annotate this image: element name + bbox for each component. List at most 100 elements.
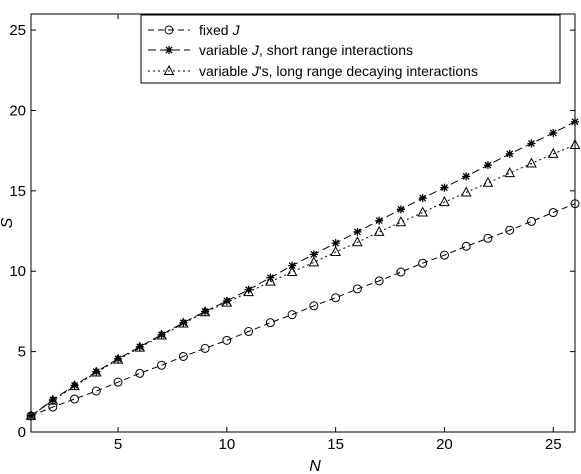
x-tick-label: 10 [218, 436, 235, 453]
data-point-circle [505, 225, 515, 235]
data-point-star [92, 367, 101, 376]
data-point-star [201, 307, 210, 316]
y-tick-label: 15 [9, 183, 26, 200]
data-point-star [396, 205, 405, 214]
data-point-triangle [243, 286, 254, 297]
legend-box [140, 14, 561, 84]
data-point-triangle [163, 64, 175, 75]
data-point-circle [331, 293, 341, 303]
legend-label: variable J, short range interactions [199, 42, 413, 58]
data-point-triangle [199, 306, 211, 317]
data-point-circle [70, 394, 80, 404]
data-point-triangle [286, 265, 298, 277]
legend-label: fixed J [199, 22, 240, 38]
data-point-circle [178, 351, 188, 361]
data-point-circle [265, 318, 275, 328]
y-tick-label: 0 [18, 424, 26, 441]
data-point-triangle [90, 366, 102, 377]
data-point-circle [113, 377, 123, 387]
data-point-triangle [417, 206, 429, 217]
y-tick-label: 25 [9, 22, 26, 39]
data-point-triangle [547, 147, 559, 158]
series-line [30, 121, 576, 417]
data-point-star [222, 296, 231, 305]
data-point-circle [548, 208, 558, 218]
data-point-triangle [221, 296, 233, 307]
data-point-star [244, 285, 253, 294]
data-point-circle [91, 386, 101, 396]
data-point-star [418, 194, 427, 203]
data-point-star [70, 381, 79, 390]
data-point-triangle [265, 275, 276, 286]
data-point-triangle [395, 216, 407, 227]
data-point-circle [287, 310, 297, 320]
data-point-star [571, 117, 579, 126]
data-point-triangle [156, 329, 167, 340]
data-point-circle [309, 301, 319, 311]
legend-label: variable J's, long range decaying intera… [199, 63, 478, 79]
data-point-star [462, 172, 471, 181]
series-1 [26, 199, 580, 421]
series-line [30, 144, 576, 417]
data-point-circle [483, 233, 493, 243]
data-point-circle [164, 25, 174, 35]
data-point-triangle [47, 394, 59, 405]
data-point-star [527, 139, 536, 148]
data-point-circle [374, 276, 384, 286]
series-line [30, 203, 576, 417]
data-point-triangle [177, 317, 189, 328]
data-point-circle [439, 250, 449, 260]
data-point-star [179, 318, 188, 327]
series-3 [25, 138, 581, 420]
data-point-triangle [352, 236, 363, 247]
y-axis-label: S [0, 217, 16, 228]
data-point-star [505, 149, 514, 158]
data-point-circle [418, 258, 428, 268]
x-axis-label: N [309, 458, 321, 474]
data-point-triangle [373, 225, 385, 236]
data-point-circle [461, 241, 471, 251]
x-tick-label: 15 [327, 436, 344, 453]
data-point-star [549, 128, 558, 137]
data-point-star [309, 250, 318, 259]
data-point-star [375, 216, 384, 225]
data-point-circle [157, 360, 167, 370]
data-point-triangle [482, 176, 494, 187]
data-point-circle [222, 335, 232, 345]
data-point-triangle [25, 409, 37, 420]
series-layer [25, 117, 581, 421]
data-point-circle [526, 216, 536, 226]
data-point-circle [352, 284, 362, 294]
data-point-star [165, 46, 173, 54]
data-point-triangle [569, 138, 581, 150]
data-point-triangle [308, 256, 320, 267]
plot-area-frame [30, 13, 576, 433]
data-point-star [353, 227, 362, 236]
data-point-triangle [526, 157, 537, 168]
data-point-triangle [134, 341, 146, 352]
series-2 [27, 117, 579, 420]
data-point-star [331, 239, 340, 248]
data-point-circle [396, 267, 406, 277]
x-tick-label: 25 [545, 436, 562, 453]
x-tick-label: 20 [436, 436, 453, 453]
data-point-circle [135, 368, 145, 378]
data-point-triangle [69, 380, 80, 391]
data-point-triangle [330, 245, 341, 256]
data-point-star [135, 342, 144, 351]
data-point-star [483, 161, 492, 170]
data-point-triangle [112, 353, 124, 364]
legend: fixed J variable J, short range interacti… [140, 14, 561, 84]
data-point-star [48, 395, 57, 404]
data-point-star [157, 330, 166, 339]
data-point-circle [200, 343, 210, 353]
x-tick-label: 5 [114, 436, 122, 453]
data-point-star [114, 354, 123, 363]
data-point-circle [570, 199, 580, 209]
data-point-star [288, 261, 297, 270]
y-tick-label: 5 [18, 344, 26, 361]
y-tick-label: 20 [9, 102, 26, 119]
data-point-triangle [504, 167, 516, 178]
data-point-triangle [439, 196, 450, 207]
